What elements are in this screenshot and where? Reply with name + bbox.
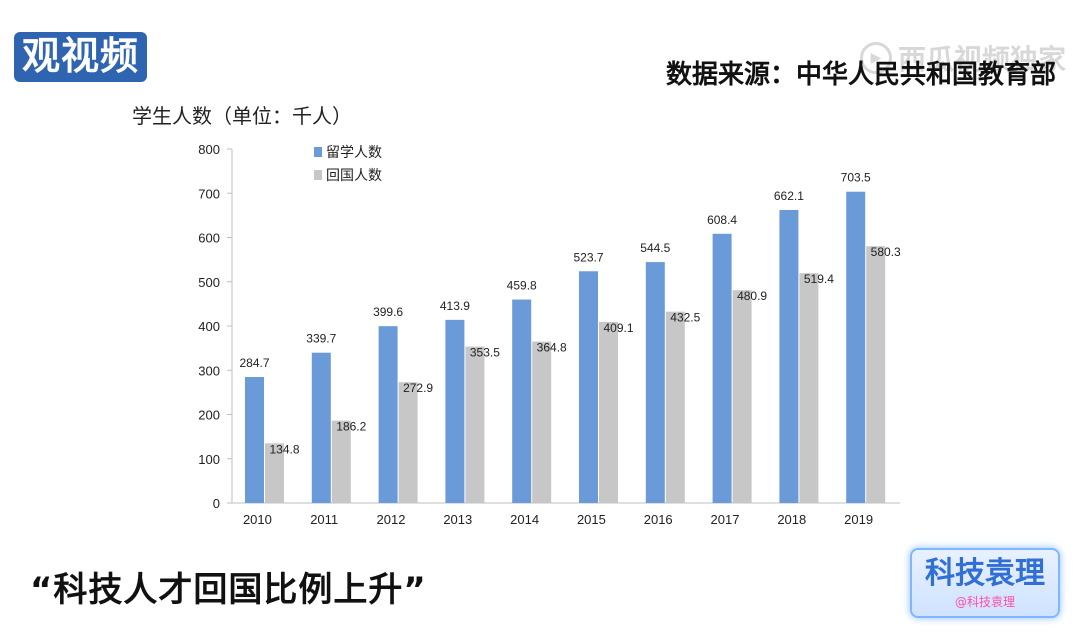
bar-returnees [732,290,752,503]
y-tick-label: 100 [198,452,220,467]
bar-returnees [398,382,418,503]
bar-returnees [665,311,685,503]
bar-study-abroad [846,191,866,504]
data-label: 523.7 [573,250,603,264]
y-tick-label: 200 [198,408,220,423]
legend-swatch [314,147,322,157]
data-label: 580.3 [871,245,901,259]
data-label: 432.5 [670,311,700,325]
bar-study-abroad [579,271,598,503]
data-label: 480.9 [737,289,767,303]
badge-title: 科技袁理 [925,555,1045,591]
bar-study-abroad [445,319,465,503]
y-tick-label: 700 [198,186,220,201]
x-tick-label: 2011 [310,512,338,527]
bar-returnees [465,346,485,503]
x-tick-label: 2012 [377,512,406,527]
data-label: 272.9 [403,381,433,395]
data-label: 399.6 [373,305,403,319]
data-label: 364.8 [537,341,567,355]
data-label: 662.1 [774,189,804,203]
x-tick-label: 2015 [577,512,606,527]
x-tick-label: 2010 [243,512,272,527]
bar-returnees [799,273,819,503]
y-tick-label: 800 [198,142,220,157]
data-label: 284.7 [239,356,269,370]
legend-label: 回国人数 [326,168,382,184]
y-axis-title: 学生人数（单位：千人） [132,104,352,128]
bar-study-abroad [378,326,398,503]
brand-logo-guanshipin: 观视频 [14,32,148,82]
bar-study-abroad [712,233,732,503]
bar-study-abroad [512,299,532,503]
badge-handle: @科技袁理 [954,594,1015,609]
data-label: 544.5 [640,241,670,255]
data-label: 413.9 [440,299,470,313]
y-tick-label: 500 [198,275,220,290]
bar-returnees [866,246,886,503]
x-tick-label: 2019 [844,512,873,527]
bar-returnees [532,341,552,503]
data-label: 409.1 [603,321,633,335]
bar-returnees [599,321,618,503]
watermark-xigua: ▶ 西瓜视频独家 [859,38,1066,78]
data-label: 703.5 [841,171,871,185]
bar-study-abroad [645,262,665,503]
bar-returnees [331,420,351,503]
data-label: 339.7 [306,332,336,346]
y-tick-label: 0 [213,496,220,511]
data-label: 459.8 [507,279,537,293]
channel-badge: 科技袁理 @科技袁理 [910,548,1060,618]
data-label: 353.5 [470,346,500,360]
subtitle-caption: “科技人才回国比例上升” [30,570,427,610]
x-tick-label: 2013 [443,512,472,527]
bar-study-abroad [311,352,331,503]
bar-study-abroad [779,210,799,503]
y-tick-label: 300 [198,363,220,378]
bar-returnees [265,443,284,503]
data-label: 134.8 [269,442,299,456]
data-source-label: 数据来源：中华人民共和国教育部 [665,60,1056,90]
x-tick-label: 2016 [644,512,673,527]
x-tick-label: 2017 [711,512,740,527]
y-tick-label: 400 [198,319,220,334]
x-tick-label: 2018 [777,512,806,527]
watermark-text: 西瓜视频独家 [897,43,1066,76]
data-label: 608.4 [707,213,737,227]
data-label: 186.2 [336,420,366,434]
bar-study-abroad [245,377,264,503]
play-icon: ▶ [859,42,892,74]
x-tick-label: 2014 [510,512,539,527]
data-label: 519.4 [804,272,834,286]
y-tick-label: 600 [198,231,220,246]
legend-swatch [314,170,322,180]
legend-label: 留学人数 [326,145,382,161]
